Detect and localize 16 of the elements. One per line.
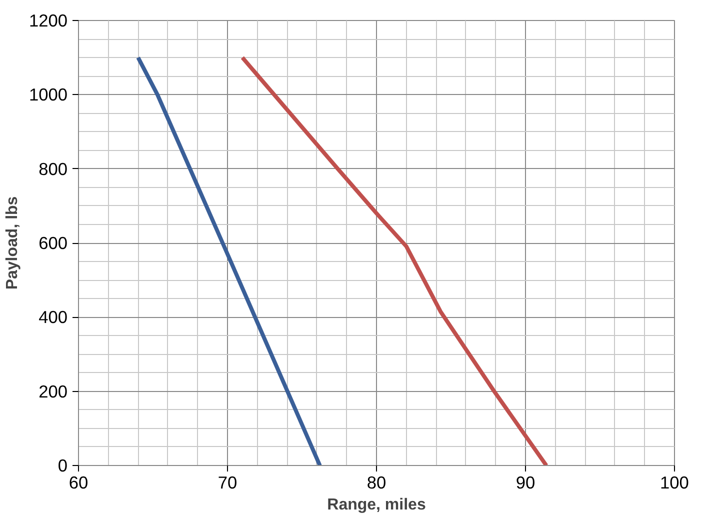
y-tick-label: 1000 (28, 84, 68, 105)
y-tick-label: 0 (58, 456, 68, 476)
y-axis-title: Payload, lbs (4, 196, 21, 290)
y-tick-label: 600 (38, 233, 68, 253)
x-tick-label: 100 (660, 472, 689, 492)
line-series (136, 56, 322, 466)
y-tick-label: 400 (38, 307, 68, 328)
x-axis-title: Range, miles (327, 496, 426, 514)
line-series (240, 56, 548, 466)
x-tick-label: 90 (516, 472, 536, 492)
y-tick-label: 800 (38, 158, 68, 179)
x-tick-label: 80 (366, 472, 386, 492)
x-tick-label: 60 (68, 472, 88, 492)
y-tick-label: 200 (38, 381, 68, 402)
x-tick-label: 70 (218, 472, 238, 492)
y-tick-label: 1200 (28, 10, 68, 30)
